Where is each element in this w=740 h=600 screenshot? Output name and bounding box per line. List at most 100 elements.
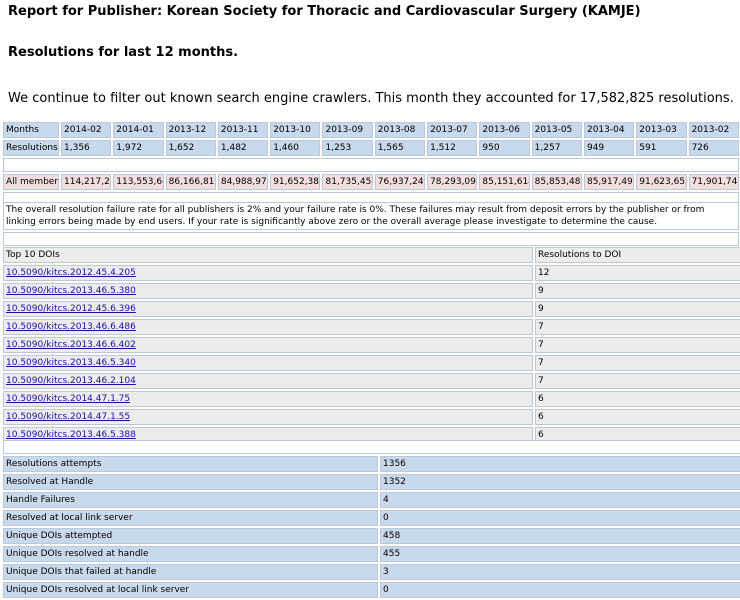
doi-count-cell: 7 — [535, 337, 740, 353]
stat-row: Unique DOIs resolved at handle 455 — [3, 546, 740, 562]
report-title: Report for Publisher: Korean Society for… — [8, 4, 641, 19]
doi-count-cell: 6 — [535, 391, 740, 407]
stat-row: Resolved at local link server 0 — [3, 510, 740, 526]
stat-value: 0 — [380, 582, 740, 598]
stat-value: 1356 — [380, 456, 740, 472]
doi-link[interactable]: 10.5090/kitcs.2013.46.5.340 — [6, 358, 136, 368]
stat-row: Handle Failures 4 — [3, 492, 740, 508]
stat-row: Unique DOIs that failed at handle 3 — [3, 564, 740, 580]
stat-label: Unique DOIs attempted — [3, 528, 378, 544]
month-cell: 2013-02 — [688, 122, 739, 138]
month-cell: 2013-03 — [636, 122, 687, 138]
all-members-cell: 81,735,453 — [322, 174, 373, 190]
resolutions-to-doi-header: Resolutions to DOI — [535, 247, 740, 263]
resolutions-cell: 949 — [583, 140, 635, 156]
resolutions-cell: 1,565 — [374, 140, 426, 156]
month-cell: 2013-08 — [374, 122, 426, 138]
stat-value: 455 — [380, 546, 740, 562]
doi-count-cell: 7 — [535, 355, 740, 371]
doi-link[interactable]: 10.5090/kitcs.2013.46.6.402 — [6, 340, 136, 350]
doi-link[interactable]: 10.5090/kitcs.2014.47.1.55 — [6, 412, 131, 422]
month-cell: 2013-09 — [322, 122, 373, 138]
stat-row: Unique DOIs attempted 458 — [3, 528, 740, 544]
spacer-cell — [3, 440, 740, 454]
resolutions-cell: 1,356 — [61, 140, 112, 156]
all-members-row: All members 114,217,291113,553,64286,166… — [3, 174, 739, 190]
stat-label: Resolved at Handle — [3, 474, 378, 490]
all-members-cell: 85,151,618 — [479, 174, 530, 190]
stat-value: 458 — [380, 528, 740, 544]
resolutions-label: Resolutions — [3, 140, 59, 156]
spacer-row — [3, 440, 740, 454]
resolutions-cell: 591 — [636, 140, 687, 156]
doi-cell: 10.5090/kitcs.2012.45.4.205 — [3, 265, 533, 281]
month-cell: 2013-04 — [583, 122, 635, 138]
spacer-cell — [3, 158, 739, 172]
failure-note: The overall resolution failure rate for … — [3, 202, 739, 230]
doi-link[interactable]: 10.5090/kitcs.2012.45.6.396 — [6, 304, 136, 314]
month-cell: 2013-06 — [479, 122, 530, 138]
section-subtitle: Resolutions for last 12 months. — [8, 45, 239, 60]
doi-link[interactable]: 10.5090/kitcs.2013.46.5.380 — [6, 286, 136, 296]
month-cell: 2014-02 — [61, 122, 112, 138]
doi-count-cell: 9 — [535, 283, 740, 299]
resolutions-cell: 1,482 — [217, 140, 269, 156]
stat-row: Resolutions attempts 1356 — [3, 456, 740, 472]
all-members-cell: 85,853,489 — [531, 174, 582, 190]
top-doi-row: 10.5090/kitcs.2013.46.6.402 7 — [3, 337, 740, 353]
stat-row: Unique DOIs resolved at local link serve… — [3, 582, 740, 598]
failure-note-table: The overall resolution failure rate for … — [1, 200, 740, 248]
stat-label: Handle Failures — [3, 492, 378, 508]
failure-note-row: The overall resolution failure rate for … — [3, 202, 739, 230]
month-cell: 2013-07 — [427, 122, 478, 138]
doi-count-cell: 7 — [535, 373, 740, 389]
spacer-cell — [3, 232, 739, 246]
resolutions-cell: 1,460 — [270, 140, 321, 156]
resolutions-cell: 1,512 — [427, 140, 478, 156]
all-members-cell: 91,623,652 — [636, 174, 687, 190]
resolutions-cell: 1,253 — [322, 140, 373, 156]
stat-label: Unique DOIs resolved at handle — [3, 546, 378, 562]
top-doi-row: 10.5090/kitcs.2013.46.2.104 7 — [3, 373, 740, 389]
all-members-label: All members — [3, 174, 59, 190]
resolutions-cell: 1,652 — [165, 140, 216, 156]
doi-link[interactable]: 10.5090/kitcs.2014.47.1.75 — [6, 394, 131, 404]
resolutions-cell: 1,257 — [531, 140, 582, 156]
month-cell: 2014-01 — [113, 122, 164, 138]
top-doi-row: 10.5090/kitcs.2013.46.6.486 7 — [3, 319, 740, 335]
all-members-cell: 71,901,743 — [688, 174, 739, 190]
stat-value: 3 — [380, 564, 740, 580]
doi-cell: 10.5090/kitcs.2013.46.2.104 — [3, 373, 533, 389]
spacer-row — [3, 158, 739, 172]
stat-value: 1352 — [380, 474, 740, 490]
all-members-cell: 76,937,240 — [374, 174, 426, 190]
all-members-cell: 91,652,386 — [270, 174, 321, 190]
doi-count-cell: 6 — [535, 409, 740, 425]
doi-link[interactable]: 10.5090/kitcs.2013.46.6.486 — [6, 322, 136, 332]
top-dois-table: Top 10 DOIs Resolutions to DOI 10.5090/k… — [1, 245, 740, 445]
top-doi-row: 10.5090/kitcs.2013.46.5.340 7 — [3, 355, 740, 371]
doi-count-cell: 12 — [535, 265, 740, 281]
stat-row: Resolved at Handle 1352 — [3, 474, 740, 490]
resolutions-cell: 950 — [479, 140, 530, 156]
doi-link[interactable]: 10.5090/kitcs.2012.45.4.205 — [6, 268, 136, 278]
month-cell: 2013-11 — [217, 122, 269, 138]
monthly-resolutions-table: Months 2014-02 2014-01 2013-12 2013-11 2013-… — [1, 120, 740, 208]
stat-value: 4 — [380, 492, 740, 508]
doi-link[interactable]: 10.5090/kitcs.2013.46.5.388 — [6, 430, 136, 440]
doi-cell: 10.5090/kitcs.2013.46.6.402 — [3, 337, 533, 353]
doi-link[interactable]: 10.5090/kitcs.2013.46.2.104 — [6, 376, 136, 386]
top-dois-header: Top 10 DOIs — [3, 247, 533, 263]
resolution-stats-table: Resolutions attempts 1356 Resolved at Hand… — [1, 438, 740, 600]
top-doi-row: 10.5090/kitcs.2014.47.1.75 6 — [3, 391, 740, 407]
resolutions-cell: 726 — [688, 140, 739, 156]
months-label: Months — [3, 122, 59, 138]
stat-label: Unique DOIs that failed at handle — [3, 564, 378, 580]
stat-label: Unique DOIs resolved at local link serve… — [3, 582, 378, 598]
resolutions-row: Resolutions 1,356 1,972 1,652 1,482 1,460 1,2… — [3, 140, 739, 156]
stat-value: 0 — [380, 510, 740, 526]
doi-cell: 10.5090/kitcs.2012.45.6.396 — [3, 301, 533, 317]
all-members-cell: 114,217,291 — [61, 174, 112, 190]
doi-count-cell: 7 — [535, 319, 740, 335]
top-doi-row: 10.5090/kitcs.2012.45.6.396 9 — [3, 301, 740, 317]
